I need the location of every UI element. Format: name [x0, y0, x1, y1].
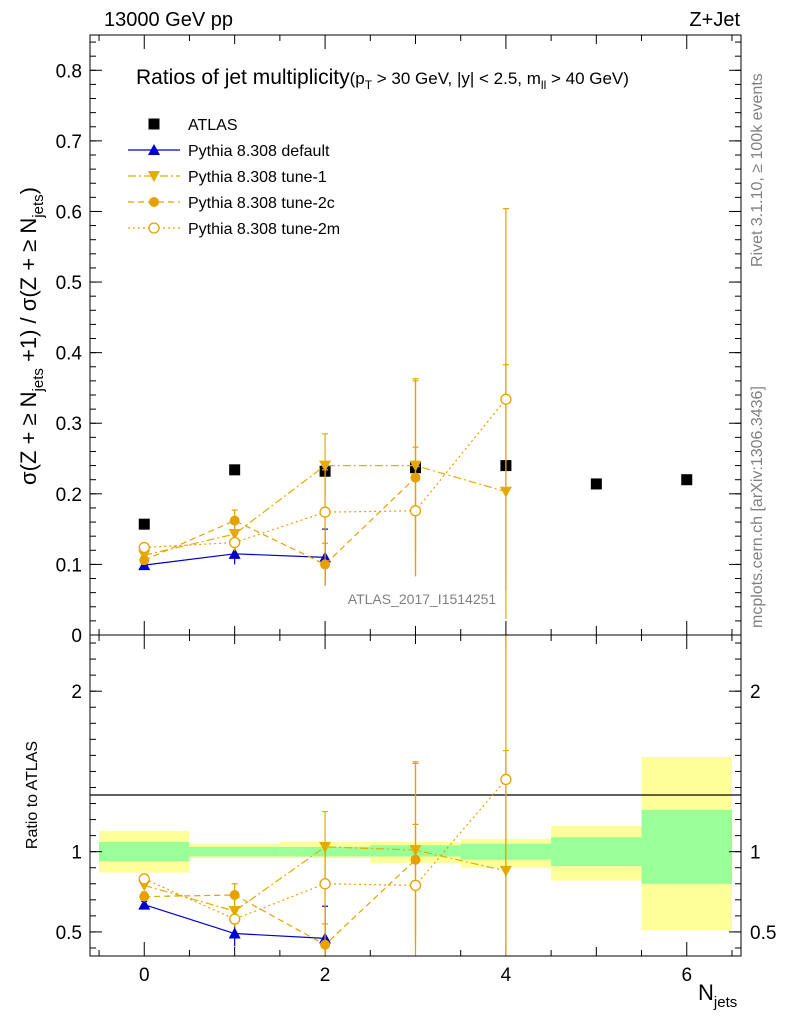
ratio-data-point	[500, 773, 512, 786]
legend-marker	[149, 197, 159, 207]
x-tick-label: 6	[681, 965, 692, 986]
legend: ATLAS Pythia 8.308 default Pythia 8.308 tu…	[128, 117, 340, 238]
ratio-y-tick-label: 2	[71, 682, 82, 703]
main-data-point	[409, 505, 422, 517]
ratio-inner-band	[551, 837, 642, 867]
ratio-series-line	[144, 859, 416, 946]
legend-marker	[148, 144, 160, 155]
plot-title: Ratios of jet multiplicity(pT > 30 GeV, …	[136, 66, 629, 92]
main-y-tick-label: 0.2	[56, 485, 82, 506]
main-data-point	[681, 474, 693, 486]
main-series-3	[139, 378, 421, 586]
ratio-plot-panel: 0.5 0.5 1 1 2 2 Ratio to ATLAS	[24, 634, 777, 957]
legend-marker	[148, 222, 160, 234]
ratio-data-point	[139, 891, 150, 902]
main-data-point	[138, 541, 150, 554]
ratio-series-3	[138, 634, 512, 956]
ratio-data-point	[320, 939, 331, 950]
ratio-y-axis-label: Ratio to ATLAS	[24, 741, 41, 849]
main-data-point	[229, 536, 241, 549]
x-axis-label: Njets	[698, 980, 737, 1011]
ratio-series-layer	[138, 634, 512, 956]
ratio-data-point	[138, 873, 150, 885]
main-y-tick-label: 0.3	[56, 414, 82, 435]
ratio-y-tick-label: 0.5	[56, 923, 82, 944]
main-data-point	[229, 515, 240, 526]
main-y-tick-label-zero: 0	[71, 626, 82, 647]
main-y-tick-label: 0.8	[56, 61, 82, 82]
x-tick-label: 4	[501, 965, 512, 986]
main-data-point	[500, 393, 512, 405]
main-data-point	[319, 460, 332, 472]
ratio-y-tick-label-right: 0.5	[750, 923, 776, 944]
main-series-4	[138, 208, 512, 590]
main-y-tick-label: 0.6	[56, 202, 82, 223]
ratio-y-tick-label-right: 2	[750, 682, 761, 703]
ratio-y-tick-label-right: 1	[750, 843, 761, 864]
ratio-inner-band	[641, 809, 732, 884]
main-data-point	[139, 555, 150, 566]
main-data-point	[320, 559, 331, 570]
ratio-data-point	[409, 879, 422, 892]
ratio-y-tick-label: 1	[71, 843, 82, 864]
legend-marker	[148, 171, 160, 182]
ratio-axis-ticks	[90, 642, 741, 949]
ratio-data-point	[229, 890, 240, 901]
ratio-data-point	[229, 913, 241, 925]
legend-marker	[148, 118, 160, 130]
process-label: Z+Jet	[689, 9, 740, 31]
energy-label: 13000 GeV pp	[104, 9, 233, 31]
main-data-point	[228, 547, 241, 559]
analysis-watermark: ATLAS_2017_I1514251	[348, 591, 497, 607]
legend-entry-label: Pythia 8.308 tune-1	[188, 169, 327, 186]
ratio-data-point	[138, 898, 151, 910]
ratio-inner-band	[189, 846, 280, 857]
main-data-point	[138, 518, 150, 530]
x-tick-label: 2	[320, 965, 331, 986]
main-axis-ticks	[90, 35, 741, 956]
ratio-data-point	[319, 878, 331, 890]
main-data-point	[590, 478, 602, 490]
x-tick-label: 0	[139, 965, 150, 986]
main-data-point	[229, 464, 241, 476]
main-y-tick-label: 0.5	[56, 273, 82, 294]
ratio-uncertainty-bands	[99, 756, 732, 931]
main-y-tick-label: 0.1	[56, 555, 82, 576]
ratio-inner-band	[99, 842, 190, 862]
mcplots-reference-label: mcplots.cern.ch [arXiv:1306.3436]	[749, 386, 766, 628]
legend-entry-label: Pythia 8.308 tune-2c	[188, 195, 335, 212]
main-data-point	[319, 506, 331, 518]
rivet-version-label: Rivet 3.1.10, ≥ 100k events	[749, 73, 766, 267]
ratio-y-tick-labels: 0.5 0.5 1 1 2 2	[56, 682, 777, 944]
legend-entry-label: Pythia 8.308 tune-2m	[188, 221, 340, 238]
main-y-tick-label: 0.7	[56, 132, 82, 153]
main-series-line	[144, 477, 416, 566]
main-y-tick-labels: 0.1 0.2 0.3 0.4 0.5 0.6 0.7 0.8 0	[56, 61, 83, 647]
legend-entry-label: Pythia 8.308 default	[188, 143, 330, 160]
x-tick-labels: 0 2 4 6	[139, 965, 692, 986]
ratio-data-point	[228, 927, 241, 939]
main-y-tick-label: 0.4	[56, 344, 83, 365]
main-plot-panel: 0.1 0.2 0.3 0.4 0.5 0.6 0.7 0.8 0 Ratios of jet …	[16, 34, 742, 956]
ratio-plot-frame	[89, 634, 742, 957]
main-series-layer	[138, 208, 693, 619]
legend-entry-label: ATLAS	[188, 117, 238, 134]
main-y-axis-label: σ(Z + ≥ Njets +1) / σ(Z + ≥ Njets)	[16, 187, 47, 485]
